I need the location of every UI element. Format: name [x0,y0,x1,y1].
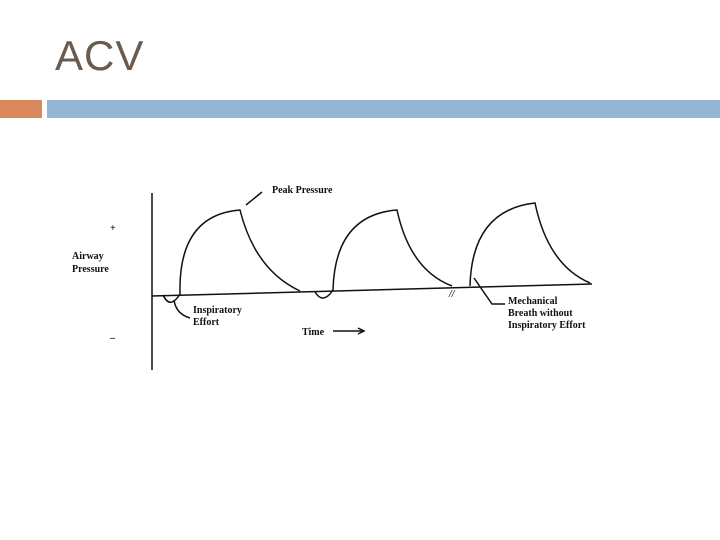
waveform-cycle [314,209,453,299]
leader-line [245,191,263,206]
annotation: Peak Pressure [272,185,333,196]
baseline [151,283,593,297]
header-bar [47,100,720,118]
time-arrow [333,327,366,335]
accent-bar [0,100,42,118]
waveform-cycle [162,209,301,303]
axis-label: Pressure [72,264,109,275]
leader-line [173,299,191,319]
leader-line [473,277,505,305]
slide-title: ACV [55,32,145,79]
annotation: Effort [193,317,220,328]
axis-label: Time [302,327,325,338]
axis-label: Airway [72,251,104,262]
annotation: Inspiratory Effort [508,320,586,331]
annotation: Breath without [508,308,573,319]
axis-sign: – [109,333,116,344]
break-mark: // [448,289,456,300]
annotation: Mechanical [508,296,558,307]
axis-sign: + [110,223,116,234]
waveform-cycle [469,202,591,287]
annotation: Inspiratory [193,305,242,316]
